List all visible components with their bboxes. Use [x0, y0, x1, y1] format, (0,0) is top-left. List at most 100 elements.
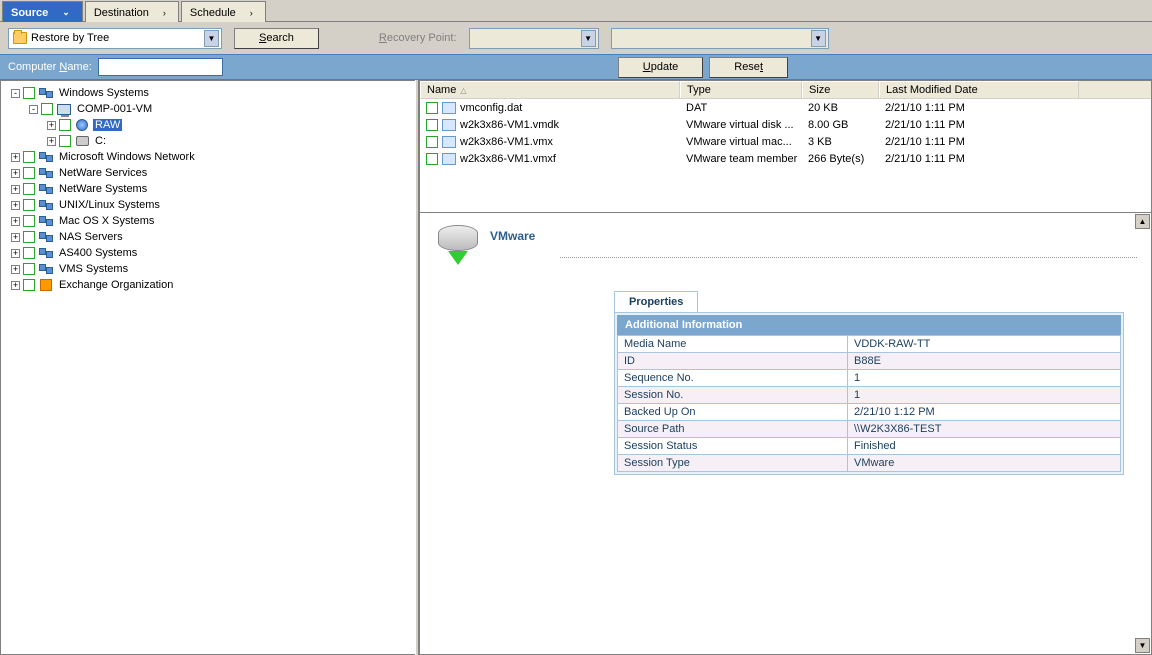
- tree-checkbox[interactable]: [23, 151, 35, 163]
- tree-label: Mac OS X Systems: [57, 215, 156, 227]
- detail-title: VMware: [490, 229, 1137, 243]
- tree-checkbox[interactable]: [23, 279, 35, 291]
- tree-node[interactable]: +Microsoft Windows Network: [3, 149, 413, 165]
- tab-schedule[interactable]: Schedule›: [181, 1, 266, 22]
- file-checkbox[interactable]: [426, 102, 438, 114]
- tree-checkbox[interactable]: [59, 135, 71, 147]
- scroll-down-button[interactable]: ▼: [1135, 638, 1150, 653]
- reset-button[interactable]: Reset: [709, 57, 788, 78]
- collapse-icon[interactable]: -: [11, 89, 20, 98]
- right-panel: Name△ Type Size Last Modified Date vmcon…: [419, 80, 1152, 655]
- tree-node[interactable]: +AS400 Systems: [3, 245, 413, 261]
- vmware-disk-icon: [434, 223, 482, 263]
- file-icon: [442, 102, 456, 114]
- tree-checkbox[interactable]: [23, 231, 35, 243]
- tree-checkbox[interactable]: [23, 167, 35, 179]
- globe-icon: [74, 118, 90, 132]
- col-type[interactable]: Type: [680, 81, 802, 98]
- file-type: VMware virtual mac...: [680, 135, 802, 149]
- file-date: 2/21/10 1:11 PM: [879, 101, 1079, 115]
- computer-name-input[interactable]: [98, 58, 223, 76]
- tree-checkbox[interactable]: [23, 199, 35, 211]
- tree-checkbox[interactable]: [59, 119, 71, 131]
- property-value: \\W2K3X86-TEST: [848, 421, 1121, 438]
- property-value: 2/21/10 1:12 PM: [848, 404, 1121, 421]
- tab-destination[interactable]: Destination›: [85, 1, 179, 22]
- tree-checkbox[interactable]: [41, 103, 53, 115]
- tree-label: NAS Servers: [57, 231, 125, 243]
- property-value: 1: [848, 387, 1121, 404]
- tree-checkbox[interactable]: [23, 247, 35, 259]
- expand-icon[interactable]: +: [11, 217, 20, 226]
- tree-node[interactable]: + NAS Servers: [3, 229, 413, 245]
- file-checkbox[interactable]: [426, 153, 438, 165]
- expand-icon[interactable]: +: [11, 281, 20, 290]
- file-row[interactable]: w2k3x86-VM1.vmdkVMware virtual disk ...8…: [420, 116, 1151, 133]
- net-icon: [38, 214, 54, 228]
- file-list-header: Name△ Type Size Last Modified Date: [420, 81, 1151, 99]
- expand-icon[interactable]: +: [11, 233, 20, 242]
- col-label: Last Modified Date: [886, 84, 978, 96]
- file-row[interactable]: w2k3x86-VM1.vmxfVMware team member266 By…: [420, 150, 1151, 167]
- file-checkbox[interactable]: [426, 119, 438, 131]
- collapse-icon[interactable]: -: [29, 105, 38, 114]
- tree-node[interactable]: + C:: [3, 133, 413, 149]
- col-name[interactable]: Name△: [420, 81, 680, 98]
- property-key: Source Path: [618, 421, 848, 438]
- expand-icon[interactable]: +: [11, 201, 20, 210]
- file-row[interactable]: w2k3x86-VM1.vmxVMware virtual mac...3 KB…: [420, 133, 1151, 150]
- scroll-up-button[interactable]: ▲: [1135, 214, 1150, 229]
- tree-label: VMS Systems: [57, 263, 130, 275]
- property-row: Backed Up On2/21/10 1:12 PM: [618, 404, 1121, 421]
- tree-label: C:: [93, 135, 108, 147]
- property-key: Session Type: [618, 455, 848, 472]
- expand-icon[interactable]: +: [11, 265, 20, 274]
- tree-label: Windows Systems: [57, 87, 151, 99]
- recovery-point-label: Recovery Point:: [379, 32, 457, 44]
- expand-icon[interactable]: +: [47, 137, 56, 146]
- search-button[interactable]: Search: [234, 28, 319, 49]
- tree-checkbox[interactable]: [23, 183, 35, 195]
- tree-node[interactable]: + VMS Systems: [3, 261, 413, 277]
- expand-icon[interactable]: +: [11, 169, 20, 178]
- file-icon: [442, 136, 456, 148]
- tree-checkbox[interactable]: [23, 263, 35, 275]
- net-icon: [38, 198, 54, 212]
- properties-table: Media NameVDDK-RAW-TTIDB88ESequence No.1…: [617, 335, 1121, 472]
- col-date[interactable]: Last Modified Date: [879, 81, 1079, 98]
- file-size: 3 KB: [802, 135, 879, 149]
- tree-node[interactable]: +RAW: [3, 117, 413, 133]
- file-type: VMware team member: [680, 152, 802, 166]
- property-row: Session No.1: [618, 387, 1121, 404]
- tab-label: Destination: [94, 7, 149, 19]
- tree-node[interactable]: - Windows Systems: [3, 85, 413, 101]
- computer-name-label: Computer Name:: [8, 61, 92, 73]
- file-type: DAT: [680, 101, 802, 115]
- update-button[interactable]: Update: [618, 57, 703, 78]
- file-checkbox[interactable]: [426, 136, 438, 148]
- tree-node[interactable]: -COMP-001-VM: [3, 101, 413, 117]
- restore-mode-dropdown[interactable]: Restore by Tree ▼: [8, 28, 222, 49]
- property-key: ID: [618, 353, 848, 370]
- tree-node[interactable]: +Exchange Organization: [3, 277, 413, 293]
- tree-node[interactable]: + Mac OS X Systems: [3, 213, 413, 229]
- tree-node[interactable]: +UNIX/Linux Systems: [3, 197, 413, 213]
- properties-tab[interactable]: Properties: [614, 291, 698, 312]
- tab-source[interactable]: Source⌄: [2, 1, 83, 22]
- tree-node[interactable]: +NetWare Systems: [3, 181, 413, 197]
- recovery-point-date-dropdown[interactable]: ▼: [469, 28, 599, 49]
- expand-icon[interactable]: +: [47, 121, 56, 130]
- file-size: 8.00 GB: [802, 118, 879, 132]
- tree-checkbox[interactable]: [23, 215, 35, 227]
- col-label: Type: [687, 84, 711, 96]
- col-size[interactable]: Size: [802, 81, 879, 98]
- expand-icon[interactable]: +: [11, 249, 20, 258]
- recovery-point-session-dropdown[interactable]: ▼: [611, 28, 829, 49]
- net-icon: [38, 86, 54, 100]
- property-row: IDB88E: [618, 353, 1121, 370]
- file-row[interactable]: vmconfig.datDAT20 KB2/21/10 1:11 PM: [420, 99, 1151, 116]
- tree-checkbox[interactable]: [23, 87, 35, 99]
- expand-icon[interactable]: +: [11, 153, 20, 162]
- expand-icon[interactable]: +: [11, 185, 20, 194]
- tree-node[interactable]: +NetWare Services: [3, 165, 413, 181]
